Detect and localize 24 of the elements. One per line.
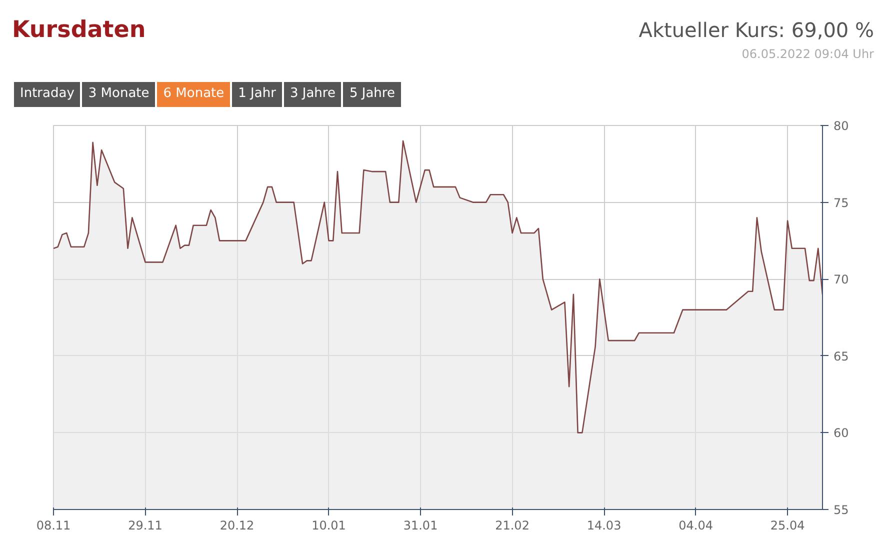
y-tick-label: 60 bbox=[834, 426, 849, 440]
x-tick-label: 14.03 bbox=[586, 518, 622, 532]
text: 5 Jahre bbox=[343, 82, 401, 107]
y-tick-label: 80 bbox=[834, 119, 849, 133]
x-tick-label: 08.11 bbox=[36, 518, 71, 532]
x-tick-label: 04.04 bbox=[678, 518, 713, 532]
text: 3 Monate bbox=[82, 82, 156, 107]
x-tick-label: 31.01 bbox=[403, 518, 438, 532]
text: Aktueller Kurs: 69,00 % bbox=[638, 17, 874, 44]
chart-title: Kursdaten bbox=[12, 16, 146, 45]
text: 1 Jahr bbox=[232, 82, 282, 107]
y-tick-label: 70 bbox=[834, 272, 849, 287]
y-tick-label: 65 bbox=[834, 349, 849, 364]
x-tick-label: 25.04 bbox=[770, 518, 805, 532]
y-tick-label: 75 bbox=[834, 196, 849, 210]
x-tick-label: 29.11 bbox=[128, 518, 162, 532]
text: 3 Jahre bbox=[284, 82, 342, 107]
y-tick-label: 55 bbox=[834, 503, 849, 517]
text: 6 Monate bbox=[157, 82, 230, 107]
x-tick-label: 20.12 bbox=[220, 518, 254, 532]
text: 06.05.2022 09:04 Uhr bbox=[742, 46, 874, 63]
x-tick-label: 10.01 bbox=[312, 518, 346, 532]
x-tick-label: 21.02 bbox=[495, 518, 530, 532]
text: Intraday bbox=[14, 82, 80, 107]
